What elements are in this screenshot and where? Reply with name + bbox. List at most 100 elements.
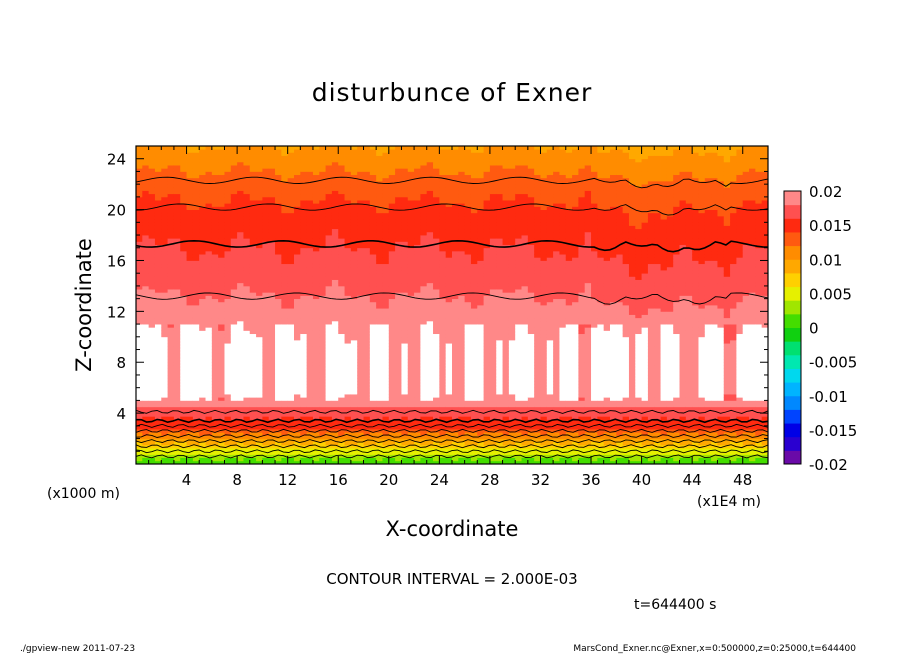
contour-cell <box>382 276 390 280</box>
contour-cell <box>167 161 175 166</box>
contour-cell <box>306 244 314 249</box>
contour-cell <box>331 352 339 357</box>
contour-cell <box>319 448 326 452</box>
contour-cell <box>395 231 402 236</box>
contour-cell <box>173 279 181 284</box>
contour-cell <box>173 305 181 309</box>
contour-cell <box>224 460 232 465</box>
contour-cell <box>350 238 358 242</box>
contour-cell <box>306 228 314 233</box>
contour-cell <box>357 457 364 462</box>
contour-cell <box>388 327 396 331</box>
contour-cell <box>161 371 168 376</box>
contour-cell <box>237 276 244 280</box>
contour-cell <box>142 247 150 252</box>
contour-cell <box>256 231 263 236</box>
contour-cell <box>173 209 181 214</box>
contour-cell <box>420 161 428 166</box>
contour-cell <box>325 187 333 191</box>
contour-cell <box>350 425 358 430</box>
contour-cell <box>401 212 409 217</box>
contour-cell <box>249 266 257 271</box>
contour-cell <box>331 282 339 287</box>
contour-cell <box>256 359 263 363</box>
contour-cell <box>161 406 168 411</box>
contour-cell <box>180 282 187 287</box>
contour-cell <box>426 409 434 414</box>
contour-cell <box>218 371 225 376</box>
contour-cell <box>388 187 396 191</box>
contour-cell <box>237 215 244 220</box>
contour-cell <box>376 295 383 300</box>
contour-cell <box>357 298 364 303</box>
contour-cell <box>224 324 232 328</box>
contour-cell <box>363 339 371 344</box>
contour-cell <box>275 200 282 204</box>
contour-cell <box>300 397 308 401</box>
contour-cell <box>420 152 428 156</box>
contour-cell <box>275 301 282 306</box>
contour-cell <box>407 327 415 331</box>
contour-cell <box>136 320 143 325</box>
contour-cell <box>186 406 194 411</box>
contour-cell <box>350 244 358 249</box>
contour-cell <box>369 168 377 172</box>
contour-cell <box>167 378 175 382</box>
contour-cell <box>420 174 428 179</box>
contour-cell <box>180 266 187 271</box>
contour-cell <box>148 289 156 293</box>
contour-cell <box>388 250 396 255</box>
contour-cell <box>161 161 168 166</box>
contour-cell <box>268 413 276 417</box>
contour-cell <box>161 200 168 204</box>
contour-cell <box>414 416 421 420</box>
contour-cell <box>148 231 156 236</box>
contour-cell <box>173 416 181 420</box>
contour-cell <box>275 289 282 293</box>
contour-cell <box>287 279 295 284</box>
contour-cell <box>382 394 390 398</box>
contour-cell <box>331 311 339 315</box>
contour-cell <box>275 165 282 169</box>
contour-cell <box>401 359 409 363</box>
contour-cell <box>338 282 345 287</box>
contour-cell <box>350 365 358 369</box>
contour-cell <box>262 311 270 315</box>
contour-cell <box>186 279 194 284</box>
contour-cell <box>154 346 162 350</box>
contour-cell <box>376 279 383 284</box>
contour-cell <box>142 381 150 385</box>
contour-cell <box>401 168 409 172</box>
contour-cell <box>382 317 390 322</box>
contour-cell <box>338 327 345 331</box>
contour-cell <box>161 368 168 373</box>
contour-cell <box>218 270 225 274</box>
contour-cell <box>312 295 320 300</box>
contour-cell <box>192 378 200 382</box>
contour-cell <box>205 305 213 309</box>
contour-cell <box>173 298 181 303</box>
contour-cell <box>420 352 428 357</box>
contour-cell <box>363 368 371 373</box>
contour-cell <box>192 397 200 401</box>
contour-cell <box>294 451 301 455</box>
contour-cell <box>300 231 308 236</box>
contour-cell <box>287 244 295 249</box>
contour-cell <box>363 273 371 277</box>
contour-cell <box>312 161 320 166</box>
contour-cell <box>173 257 181 261</box>
contour-cell <box>243 397 251 401</box>
contour-cell <box>275 247 282 252</box>
contour-cell <box>294 403 301 408</box>
contour-cell <box>395 270 402 274</box>
contour-cell <box>281 425 289 430</box>
contour-cell <box>205 368 213 373</box>
contour-cell <box>439 413 447 417</box>
contour-cell <box>180 371 187 376</box>
contour-cell <box>249 209 257 214</box>
contour-cell <box>148 180 156 185</box>
contour-cell <box>249 457 257 462</box>
contour-cell <box>331 422 339 427</box>
contour-cell <box>306 190 314 195</box>
contour-cell <box>300 212 308 217</box>
